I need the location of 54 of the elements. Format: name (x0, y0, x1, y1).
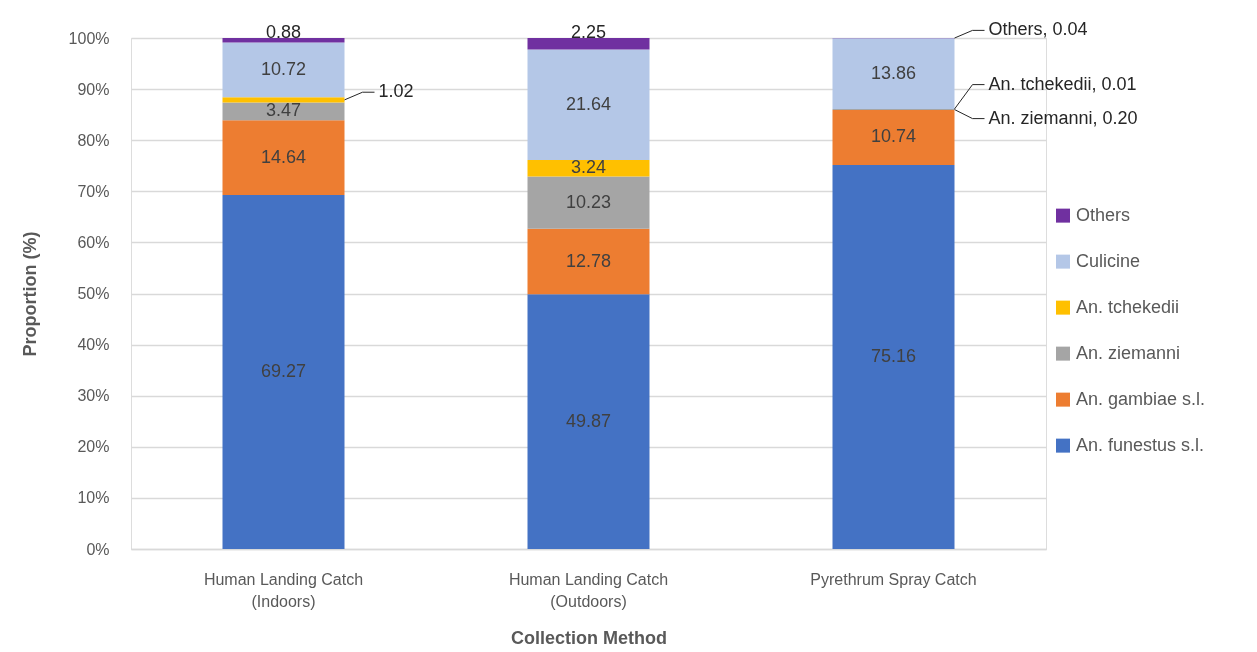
legend-label: Culicine (1076, 250, 1141, 271)
y-tick-label: 40% (77, 336, 110, 354)
y-tick-label: 70% (77, 182, 110, 200)
y-tick-label: 60% (77, 233, 110, 251)
bar (527, 294, 650, 549)
bar (222, 42, 345, 98)
data-label: 21.64 (565, 93, 612, 114)
y-tick-label: 10% (77, 489, 110, 507)
legend-label: An. ziemanni (1076, 342, 1181, 363)
bar (222, 120, 345, 196)
data-label: 10.74 (870, 126, 917, 147)
data-label: 75.16 (870, 345, 917, 366)
data-label: 14.64 (260, 146, 307, 167)
bar (222, 102, 345, 121)
data-label: An. ziemanni, 0.20 (988, 107, 1138, 128)
legend-label: Others (1076, 204, 1131, 225)
data-label: 12.78 (565, 250, 612, 271)
bar (527, 228, 650, 295)
y-tick-label: 100% (68, 29, 110, 47)
bar (222, 97, 345, 103)
x-tick-label: Human Landing Catch (Indoors) (203, 570, 364, 610)
legend-label: An. tchekedii (1076, 296, 1180, 317)
y-tick-label: 30% (77, 387, 110, 405)
y-tick-label: 80% (77, 131, 110, 149)
bar (527, 49, 650, 161)
legend-label: An. funestus s.l. (1076, 434, 1205, 455)
data-label: 3.47 (265, 100, 302, 121)
legend-label: An. gambiae s.l. (1076, 388, 1206, 409)
data-label: Others, 0.04 (988, 19, 1088, 40)
data-label: 1.02 (378, 81, 414, 102)
data-label: 49.87 (565, 410, 612, 431)
data-label: 3.24 (570, 157, 607, 178)
bar (527, 160, 650, 177)
y-tick-label: 20% (77, 438, 110, 456)
bar (832, 110, 955, 165)
data-label: 10.23 (565, 191, 612, 212)
y-tick-label: 0% (86, 540, 110, 558)
data-label: 2.25 (570, 21, 607, 42)
bar (832, 164, 955, 549)
bar (832, 38, 955, 109)
y-tick-label: 50% (77, 285, 110, 302)
data-label: An. tchekedii, 0.01 (988, 73, 1137, 94)
bar (527, 37, 650, 50)
y-tick-label: 90% (77, 80, 110, 98)
x-axis-title: Collection Method (511, 627, 667, 648)
data-label: 10.72 (260, 58, 307, 79)
data-label: 0.88 (265, 22, 302, 42)
data-label: 13.86 (870, 62, 917, 83)
y-axis-title: Proportion (%) (19, 231, 40, 357)
bar (527, 176, 650, 229)
x-tick-label: Pyrethrum Spray Catch (810, 570, 977, 588)
data-label: 69.27 (260, 361, 307, 382)
bar (222, 195, 345, 549)
x-tick-label: Human Landing Catch (Outdoors) (508, 570, 669, 610)
